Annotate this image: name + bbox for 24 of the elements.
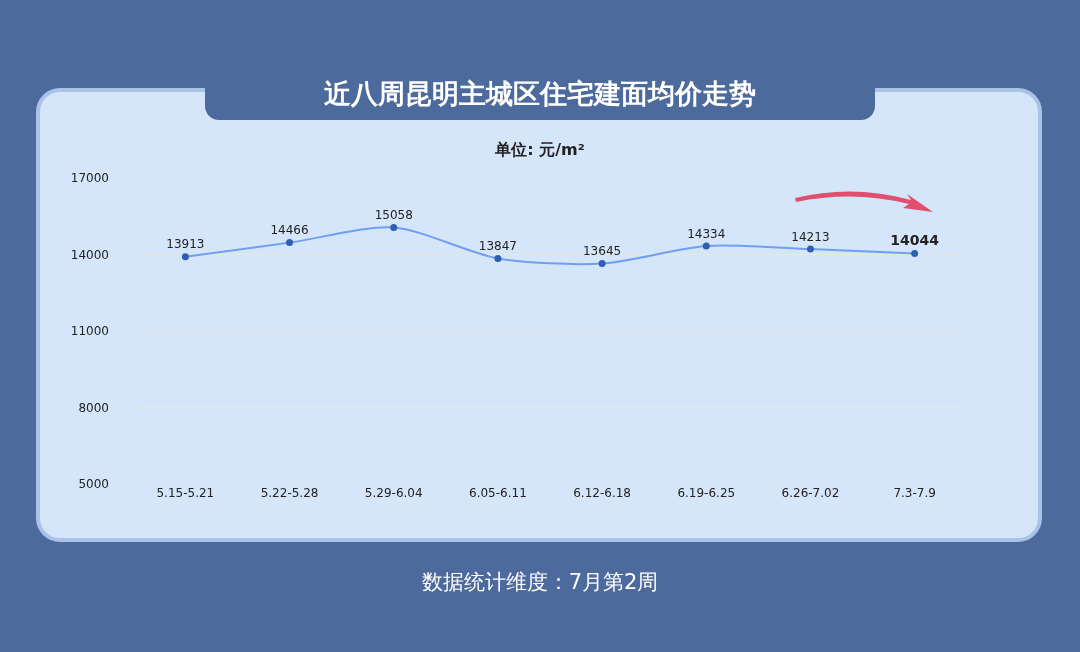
x-tick-label: 5.22-5.28 xyxy=(260,486,319,500)
data-label: 15058 xyxy=(374,208,413,223)
data-label: 13913 xyxy=(166,237,205,252)
chart-title: 近八周昆明主城区住宅建面均价走势 xyxy=(323,77,757,111)
x-tick-label: 5.15-5.21 xyxy=(156,486,215,500)
x-tick-label: 5.29-6.04 xyxy=(364,486,423,500)
data-label: 13645 xyxy=(583,244,622,259)
data-label: 14334 xyxy=(687,226,726,241)
chart-subtitle: 单位: 元/m² xyxy=(494,140,586,161)
data-label: 14466 xyxy=(270,223,309,238)
text: 数据统计维度：7月第2周 xyxy=(420,569,660,596)
y-tick-label: 11000 xyxy=(70,324,109,339)
x-tick-label: 6.26-7.02 xyxy=(781,486,840,500)
x-tick-label: 6.19-6.25 xyxy=(677,486,736,500)
data-label: 14044 xyxy=(890,231,940,248)
y-tick-label: 5000 xyxy=(78,477,109,492)
x-tick-label: 7.3-7.9 xyxy=(893,486,936,500)
y-tick-label: 8000 xyxy=(78,400,109,415)
data-label: 13847 xyxy=(478,239,517,254)
x-tick-label: 6.12-6.18 xyxy=(573,486,631,500)
x-tick-label: 6.05-6.11 xyxy=(469,486,527,500)
y-tick-label: 14000 xyxy=(70,247,109,262)
data-label: 14213 xyxy=(791,229,830,244)
y-tick-label: 17000 xyxy=(70,171,109,186)
